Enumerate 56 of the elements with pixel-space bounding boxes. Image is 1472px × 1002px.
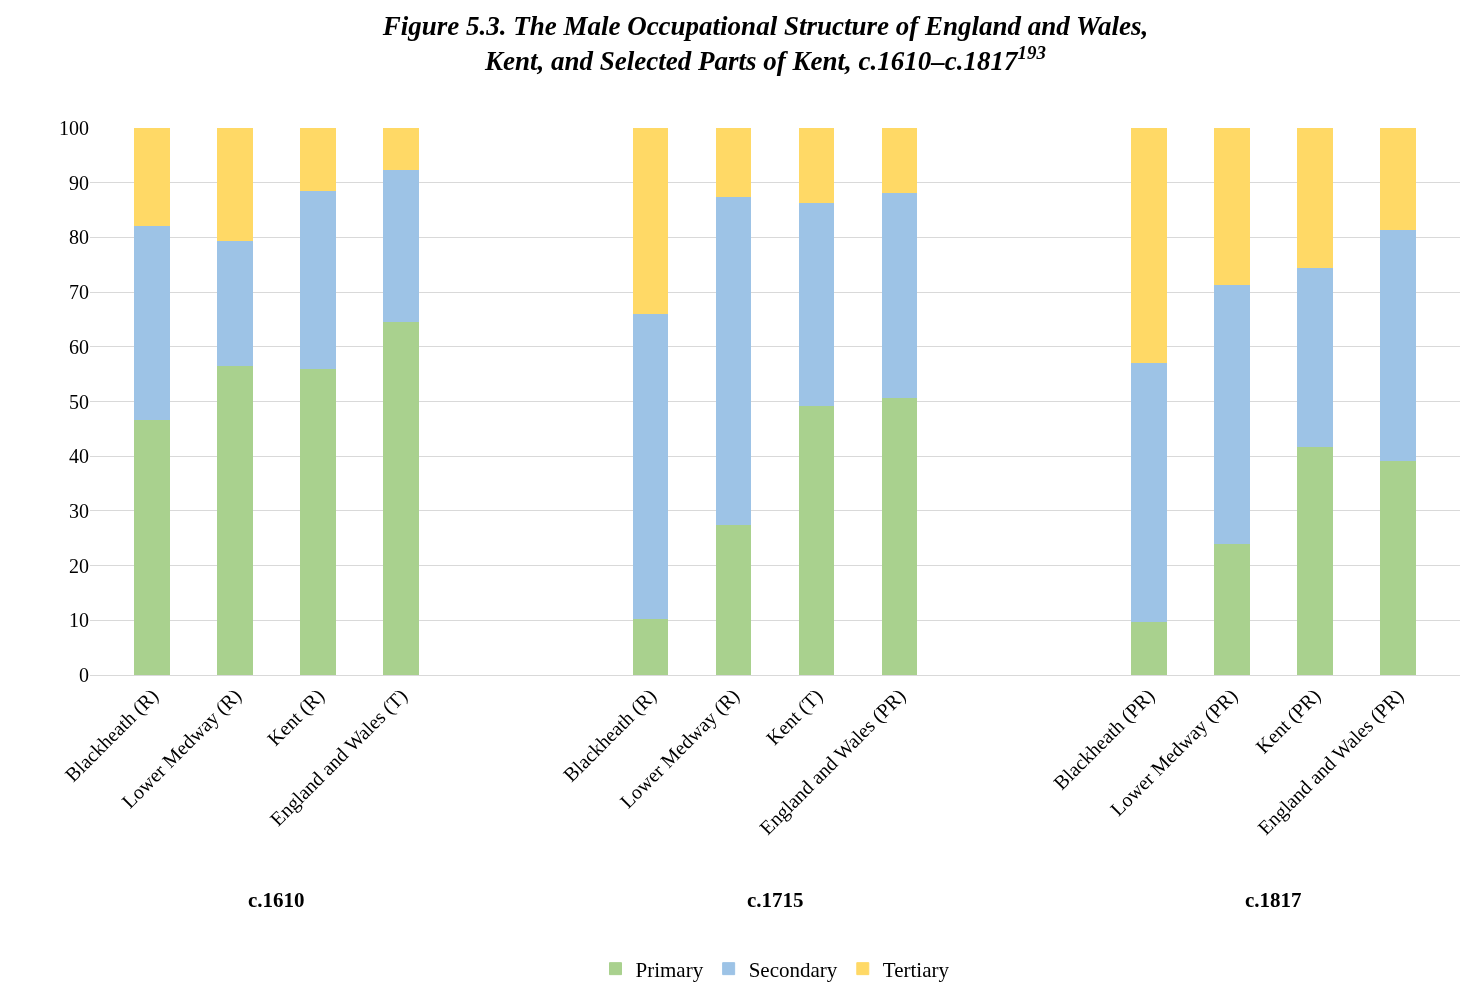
legend-label: Secondary bbox=[748, 957, 838, 982]
text: c.1817 bbox=[1245, 888, 1302, 912]
bar bbox=[134, 128, 171, 227]
y-tick-label: 10 bbox=[69, 609, 89, 632]
y-tick-label: 40 bbox=[69, 445, 89, 468]
bar bbox=[881, 192, 918, 398]
bar bbox=[1296, 128, 1333, 268]
bar bbox=[383, 128, 420, 170]
bar bbox=[1379, 128, 1416, 231]
bar bbox=[1213, 128, 1250, 285]
bar bbox=[217, 128, 254, 242]
bar bbox=[715, 196, 752, 526]
x-tick-label: Kent (R) bbox=[262, 684, 329, 751]
bar bbox=[798, 128, 835, 204]
legend-label: Tertiary bbox=[882, 957, 950, 982]
y-tick-label: 70 bbox=[69, 281, 89, 304]
bar bbox=[134, 225, 171, 420]
bar bbox=[715, 128, 752, 198]
bar bbox=[383, 168, 420, 322]
bar bbox=[300, 190, 337, 369]
y-tick-label: 90 bbox=[69, 171, 89, 194]
text: c.1715 bbox=[747, 888, 804, 912]
bar bbox=[300, 128, 337, 192]
bar bbox=[1379, 229, 1416, 461]
bar bbox=[1213, 283, 1250, 545]
bar bbox=[632, 312, 669, 619]
bar bbox=[1213, 543, 1250, 675]
bar bbox=[798, 405, 835, 675]
bar bbox=[1130, 361, 1167, 623]
bar bbox=[134, 418, 171, 675]
y-tick-label: 60 bbox=[69, 335, 89, 358]
bar bbox=[1130, 621, 1167, 675]
y-tick-label: 30 bbox=[69, 499, 89, 522]
bar bbox=[1130, 128, 1167, 363]
bar bbox=[632, 617, 669, 675]
bar bbox=[217, 240, 254, 367]
bar bbox=[1296, 446, 1333, 675]
bar bbox=[715, 524, 752, 675]
bar bbox=[632, 128, 669, 314]
y-tick-label: 0 bbox=[79, 664, 89, 686]
y-tick-label: 100 bbox=[59, 117, 89, 139]
text: c.1610 bbox=[248, 888, 305, 912]
legend-label: Primary bbox=[635, 957, 704, 982]
y-tick-label: 20 bbox=[69, 554, 89, 577]
bar bbox=[1296, 266, 1333, 448]
bar bbox=[881, 128, 918, 194]
bar bbox=[383, 320, 420, 675]
y-tick-label: 50 bbox=[69, 390, 89, 413]
y-tick-label: 80 bbox=[69, 226, 89, 249]
bar bbox=[798, 202, 835, 407]
chart-title: Figure 5.3. The Male Occupational Structure of England and Wales, Kent, and Selected Parts of Kent, c.1610–c.1817$^{193}$ bbox=[381, 11, 1149, 77]
bar bbox=[881, 396, 918, 675]
bar bbox=[1379, 459, 1416, 675]
bar bbox=[300, 367, 337, 675]
bar bbox=[217, 365, 254, 675]
x-tick-label: Kent (T) bbox=[761, 684, 828, 750]
